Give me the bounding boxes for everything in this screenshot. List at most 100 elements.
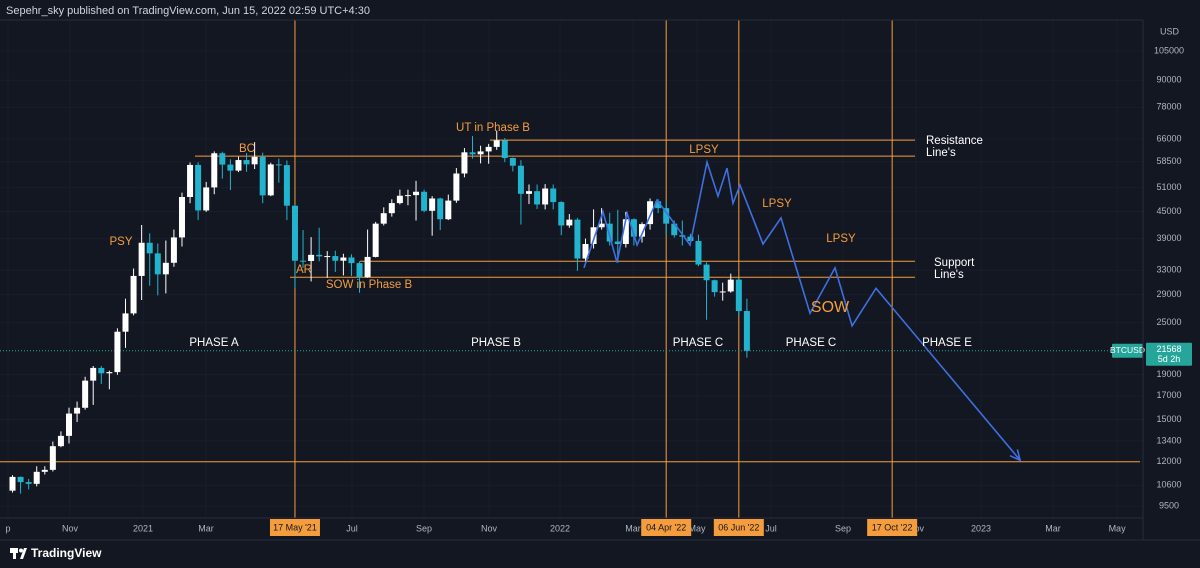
y-tick-label: 58500 [1156,156,1181,166]
candle-body [332,256,339,261]
candle-body [235,160,242,171]
candle-body [154,253,161,275]
x-tick-label: Sep [835,523,851,533]
annotation: BC [239,143,255,155]
candle-body [671,223,678,236]
candle-body [501,140,508,158]
candle-body [630,219,637,237]
x-tick-label: Nov [481,523,498,533]
annotation: Resistance [926,135,983,147]
phase-label: PHASE C [786,337,837,349]
y-tick-label: 13400 [1156,435,1181,445]
candle-body [453,173,460,201]
y-tick-label: 39000 [1156,233,1181,243]
candle-body [421,191,428,211]
logo-mark [19,548,23,553]
candle-body [735,279,742,312]
candle-body [308,254,315,261]
marker-label-box [641,519,692,536]
candle-body [211,153,218,188]
candle-body [41,469,48,472]
candle-body [413,191,420,196]
candle-body [146,242,153,254]
marker-label-box [867,519,918,536]
last-price-label: 21568 [1156,344,1181,354]
x-tick-label: Mar [198,523,214,533]
candle-body [9,476,16,491]
candle-body [461,152,468,174]
candle-body [517,165,524,194]
candle-body [98,367,105,374]
candle-body [396,195,403,204]
candle-body [526,191,533,194]
logo-mark [13,548,16,559]
annotation: Line's [926,147,956,159]
candle-body [275,164,282,166]
candle-body [138,242,145,276]
candle-body [380,213,387,224]
candle-body [679,235,686,237]
candle-body [388,203,395,214]
marker-label: 04 Apr '22 [646,522,686,532]
candle-body [203,187,210,211]
candle-body [82,380,89,408]
y-tick-label: 51000 [1156,182,1181,192]
annotation: SOW [811,299,850,316]
candle-body [695,241,702,265]
annotation: AR [296,264,312,276]
candle-body [687,236,694,242]
y-tick-label: 10600 [1156,480,1181,490]
candle-body [364,256,371,278]
candle-body [727,279,734,292]
x-tick-label: May [689,523,707,533]
x-tick-label: p [5,523,10,533]
x-tick-label: Mar [1045,523,1061,533]
candle-body [477,151,484,155]
candle-body [356,263,363,278]
candle-body [542,188,549,205]
candle-body [711,280,718,293]
candle-body [340,257,347,261]
candle-body [187,164,194,197]
candle-body [114,331,121,373]
y-tick-label: 105000 [1154,45,1184,55]
candle-body [243,160,250,165]
candle-body [90,367,97,381]
candle-body [574,219,581,259]
candle-body [703,264,710,281]
annotation: LPSY [689,144,719,156]
projection-line [583,158,1021,461]
candle-body [437,198,444,220]
x-tick-label: 2021 [133,523,153,533]
x-tick-label: 2023 [971,523,991,533]
candle-body [622,219,629,245]
annotation: Support [934,257,975,269]
marker-label: 06 Jun '22 [718,522,759,532]
annotation: PSY [109,236,132,248]
candle-body [404,195,411,197]
brand: TradingView [31,546,102,560]
x-tick-label: Jul [765,523,777,533]
candle-body [122,313,129,332]
candle-body [324,256,331,258]
logo-mark [20,548,27,559]
candle-body [291,205,298,261]
candle-body [372,223,379,257]
y-tick-label: 90000 [1156,75,1181,85]
candle-body [267,164,274,196]
candle-body [195,164,202,211]
candle-body [348,257,355,264]
y-tick-label: 66000 [1156,133,1181,143]
candle-body [566,219,573,226]
marker-label: 17 Oct '22 [872,522,913,532]
candle-body [17,476,24,483]
candle-body [227,164,234,171]
annotation: Line's [934,269,964,281]
candle-body [590,227,597,245]
annotation: LPSY [762,198,792,210]
candle-body [582,244,589,259]
annotation: UT in Phase B [456,122,530,134]
annotations: PSY BC AR SOW in Phase B UT in Phase B L… [109,122,982,349]
countdown-label: 5d 2h [1158,354,1181,364]
